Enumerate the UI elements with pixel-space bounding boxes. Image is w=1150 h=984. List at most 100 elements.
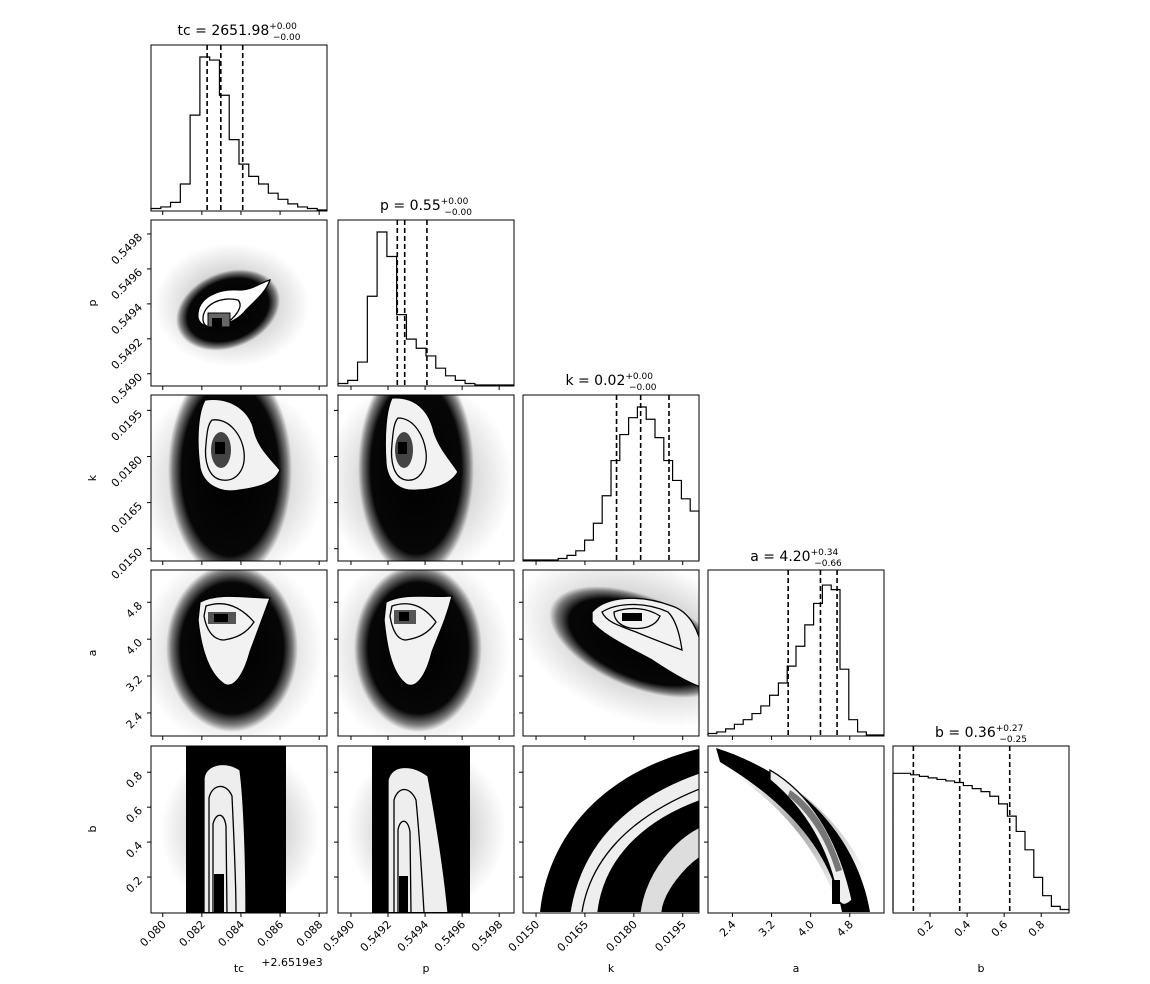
- quantile-lines-a: [787, 570, 838, 736]
- y-tick-label-p: 0.5494: [109, 301, 145, 337]
- quantile-lines-p: [396, 220, 428, 386]
- x-tick-label-p: 0.5490: [321, 918, 357, 954]
- panel-frame: [337, 745, 515, 914]
- y-tick-label-b: 0.6: [124, 804, 146, 826]
- panel-frame: [150, 44, 328, 212]
- contour-outer: [197, 595, 271, 686]
- density-fill: [197, 399, 280, 492]
- density-fill: [204, 764, 246, 912]
- y-tick-label-b: 0.8: [124, 769, 146, 791]
- panel-frame: [522, 745, 700, 914]
- x-tick-label-a: 4.8: [834, 918, 856, 940]
- density-fill-right: [640, 827, 699, 912]
- x-tick-label-p: 0.5498: [469, 918, 505, 954]
- panel-frame: [150, 394, 328, 562]
- panel-frame: [150, 569, 328, 737]
- density-peak: [623, 880, 631, 912]
- contour-outer: [383, 595, 453, 686]
- ylabel-p: p: [86, 299, 99, 306]
- y-tick-label-p: 0.5492: [109, 336, 145, 372]
- density-panel-tc-b: [160, 746, 320, 913]
- contour-outer: [569, 772, 699, 913]
- y-tick-label-b: 0.4: [124, 839, 146, 861]
- panel-frame: [522, 394, 700, 562]
- contour-inner: [613, 607, 661, 630]
- ylabel-b: b: [86, 825, 99, 832]
- xlabel-p: p: [423, 962, 430, 975]
- density-panel-tc-k: [151, 395, 327, 561]
- contour-inner: [204, 419, 245, 481]
- title-tc: tc = 2651.98+0.00 −0.00: [178, 22, 301, 43]
- contour-outer: [384, 397, 459, 491]
- histogram-panel-b: b = 0.36+0.27 −0.25: [892, 724, 1070, 914]
- x-tick-label-a: 2.4: [717, 918, 739, 940]
- y-tick-label-k: 0.0180: [109, 453, 145, 489]
- panel-frame: [707, 569, 885, 737]
- contour-inner: [397, 820, 412, 913]
- y-tick-label-p: 0.5498: [109, 231, 145, 267]
- contour-mid: [601, 603, 683, 651]
- y-tick-label-k: 0.0195: [109, 407, 145, 443]
- panel-frame: [337, 569, 515, 737]
- contour-mid: [393, 788, 425, 913]
- contour-outer: [769, 768, 853, 906]
- contour-outer: [597, 800, 699, 913]
- contour-right: [661, 857, 699, 913]
- y-tick-label-k: 0.0150: [109, 546, 145, 582]
- quantile-lines-tc: [206, 45, 244, 211]
- density-peak: [214, 874, 224, 912]
- panel-frame: [337, 394, 515, 562]
- y-tick-label-a: 2.4: [124, 710, 146, 732]
- y-tick-label-p: 0.5490: [109, 371, 145, 407]
- xlabel-b: b: [978, 962, 985, 975]
- panel-frame: [522, 569, 700, 737]
- ylabel-a: a: [86, 650, 99, 657]
- histogram-panel-tc: tc = 2651.98+0.00 −0.00: [150, 22, 328, 212]
- contour-inner: [203, 603, 255, 641]
- histogram-panel-p: p = 0.55+0.00 −0.00: [337, 197, 515, 387]
- density-panel-tc-p: [154, 243, 310, 367]
- contour-mid: [208, 785, 237, 913]
- x-tick-label-tc: 0.084: [216, 918, 247, 949]
- density-peak: [832, 880, 840, 904]
- y-tick-label-b: 0.2: [124, 874, 146, 896]
- density-panel-a-b: [712, 748, 880, 912]
- ylabel-k: k: [86, 474, 99, 481]
- x-tick-label-b: 0.4: [952, 918, 974, 940]
- histogram-a: [707, 584, 884, 736]
- histogram-p: [337, 231, 514, 386]
- density-peak: [399, 876, 408, 912]
- quantile-lines-b: [912, 746, 1011, 912]
- panel-frame: [707, 745, 885, 914]
- histogram-tc: [150, 56, 327, 211]
- title-b: b = 0.36+0.27 −0.25: [935, 724, 1027, 745]
- y-tick-label-k: 0.0165: [109, 500, 145, 536]
- density-peak: [215, 442, 225, 454]
- density-peak: [214, 614, 228, 622]
- panel-frame: [150, 745, 328, 914]
- contour-inner: [581, 788, 699, 913]
- contour-inner: [390, 417, 427, 481]
- contour-inner: [212, 814, 228, 913]
- xlabel-tc: tc: [234, 962, 244, 975]
- density-fill: [388, 767, 448, 912]
- density-panel-k-a: [523, 570, 699, 728]
- title-a: a = 4.20+0.34 −0.66: [750, 548, 842, 569]
- x-tick-label-tc: 0.082: [176, 918, 207, 949]
- x-tick-label-a: 4.0: [795, 918, 817, 940]
- density-panel-k-b: [540, 748, 699, 913]
- x-tick-label-k: 0.0150: [506, 918, 542, 954]
- density-panel-p-b: [346, 746, 506, 913]
- x-tick-label-tc: 0.080: [137, 918, 168, 949]
- density-fill: [570, 773, 699, 912]
- contour-outer: [203, 763, 247, 913]
- x-tick-label-k: 0.0195: [652, 918, 688, 954]
- x-tick-label-a: 3.2: [756, 918, 778, 940]
- contour-outer: [591, 597, 699, 688]
- density-peak: [399, 612, 409, 621]
- x-tick-label-b: 0.2: [915, 918, 937, 940]
- density-peak: [622, 613, 642, 621]
- y-tick-label-a: 4.0: [124, 636, 146, 658]
- title-k: k = 0.02+0.00 −0.00: [565, 372, 656, 393]
